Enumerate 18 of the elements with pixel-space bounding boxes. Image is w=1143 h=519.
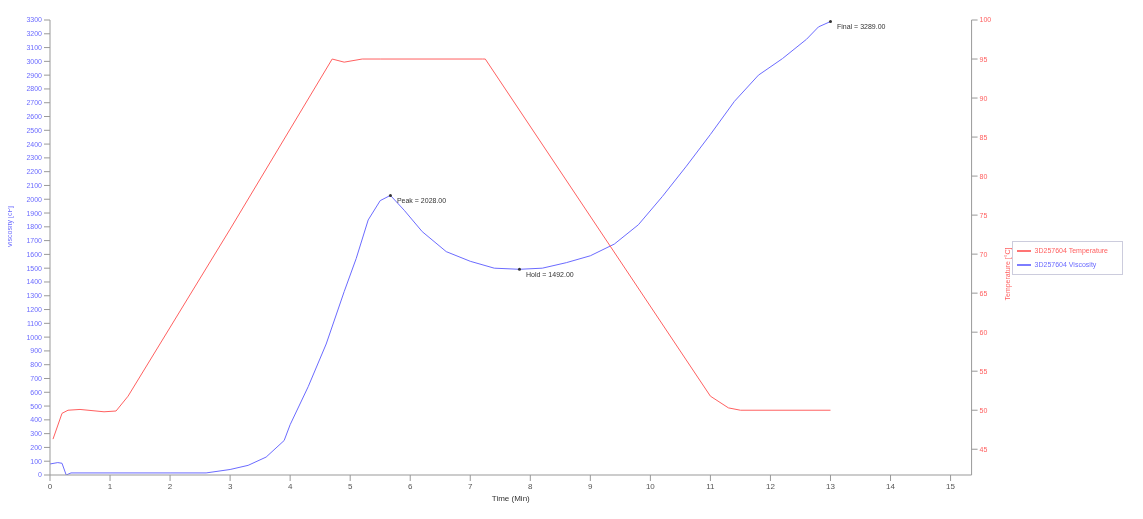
x-tick-label: 2 bbox=[167, 481, 173, 491]
x-tick-label: 1 bbox=[107, 481, 113, 491]
x-tick-label: 9 bbox=[588, 481, 594, 491]
x-tick-label: 10 bbox=[645, 481, 656, 491]
x-tick-label: 11 bbox=[706, 481, 716, 491]
x-tick-label: 5 bbox=[347, 481, 353, 491]
x-tick-label: 15 bbox=[946, 481, 956, 491]
x-axis-title: Time (Min) bbox=[491, 494, 531, 503]
x-tick-label: 4 bbox=[287, 481, 293, 491]
x-tick-label: 3 bbox=[227, 481, 233, 491]
x-tick-label: 6 bbox=[408, 481, 413, 491]
line-series bbox=[52, 58, 831, 440]
x-tick-label: 13 bbox=[826, 481, 836, 491]
x-tick-label: 12 bbox=[766, 481, 776, 491]
x-tick-label: 14 bbox=[886, 481, 896, 491]
x-tick-label: 0 bbox=[47, 481, 53, 491]
x-tick-label: 7 bbox=[468, 481, 474, 491]
x-tick-label: 8 bbox=[528, 481, 534, 491]
